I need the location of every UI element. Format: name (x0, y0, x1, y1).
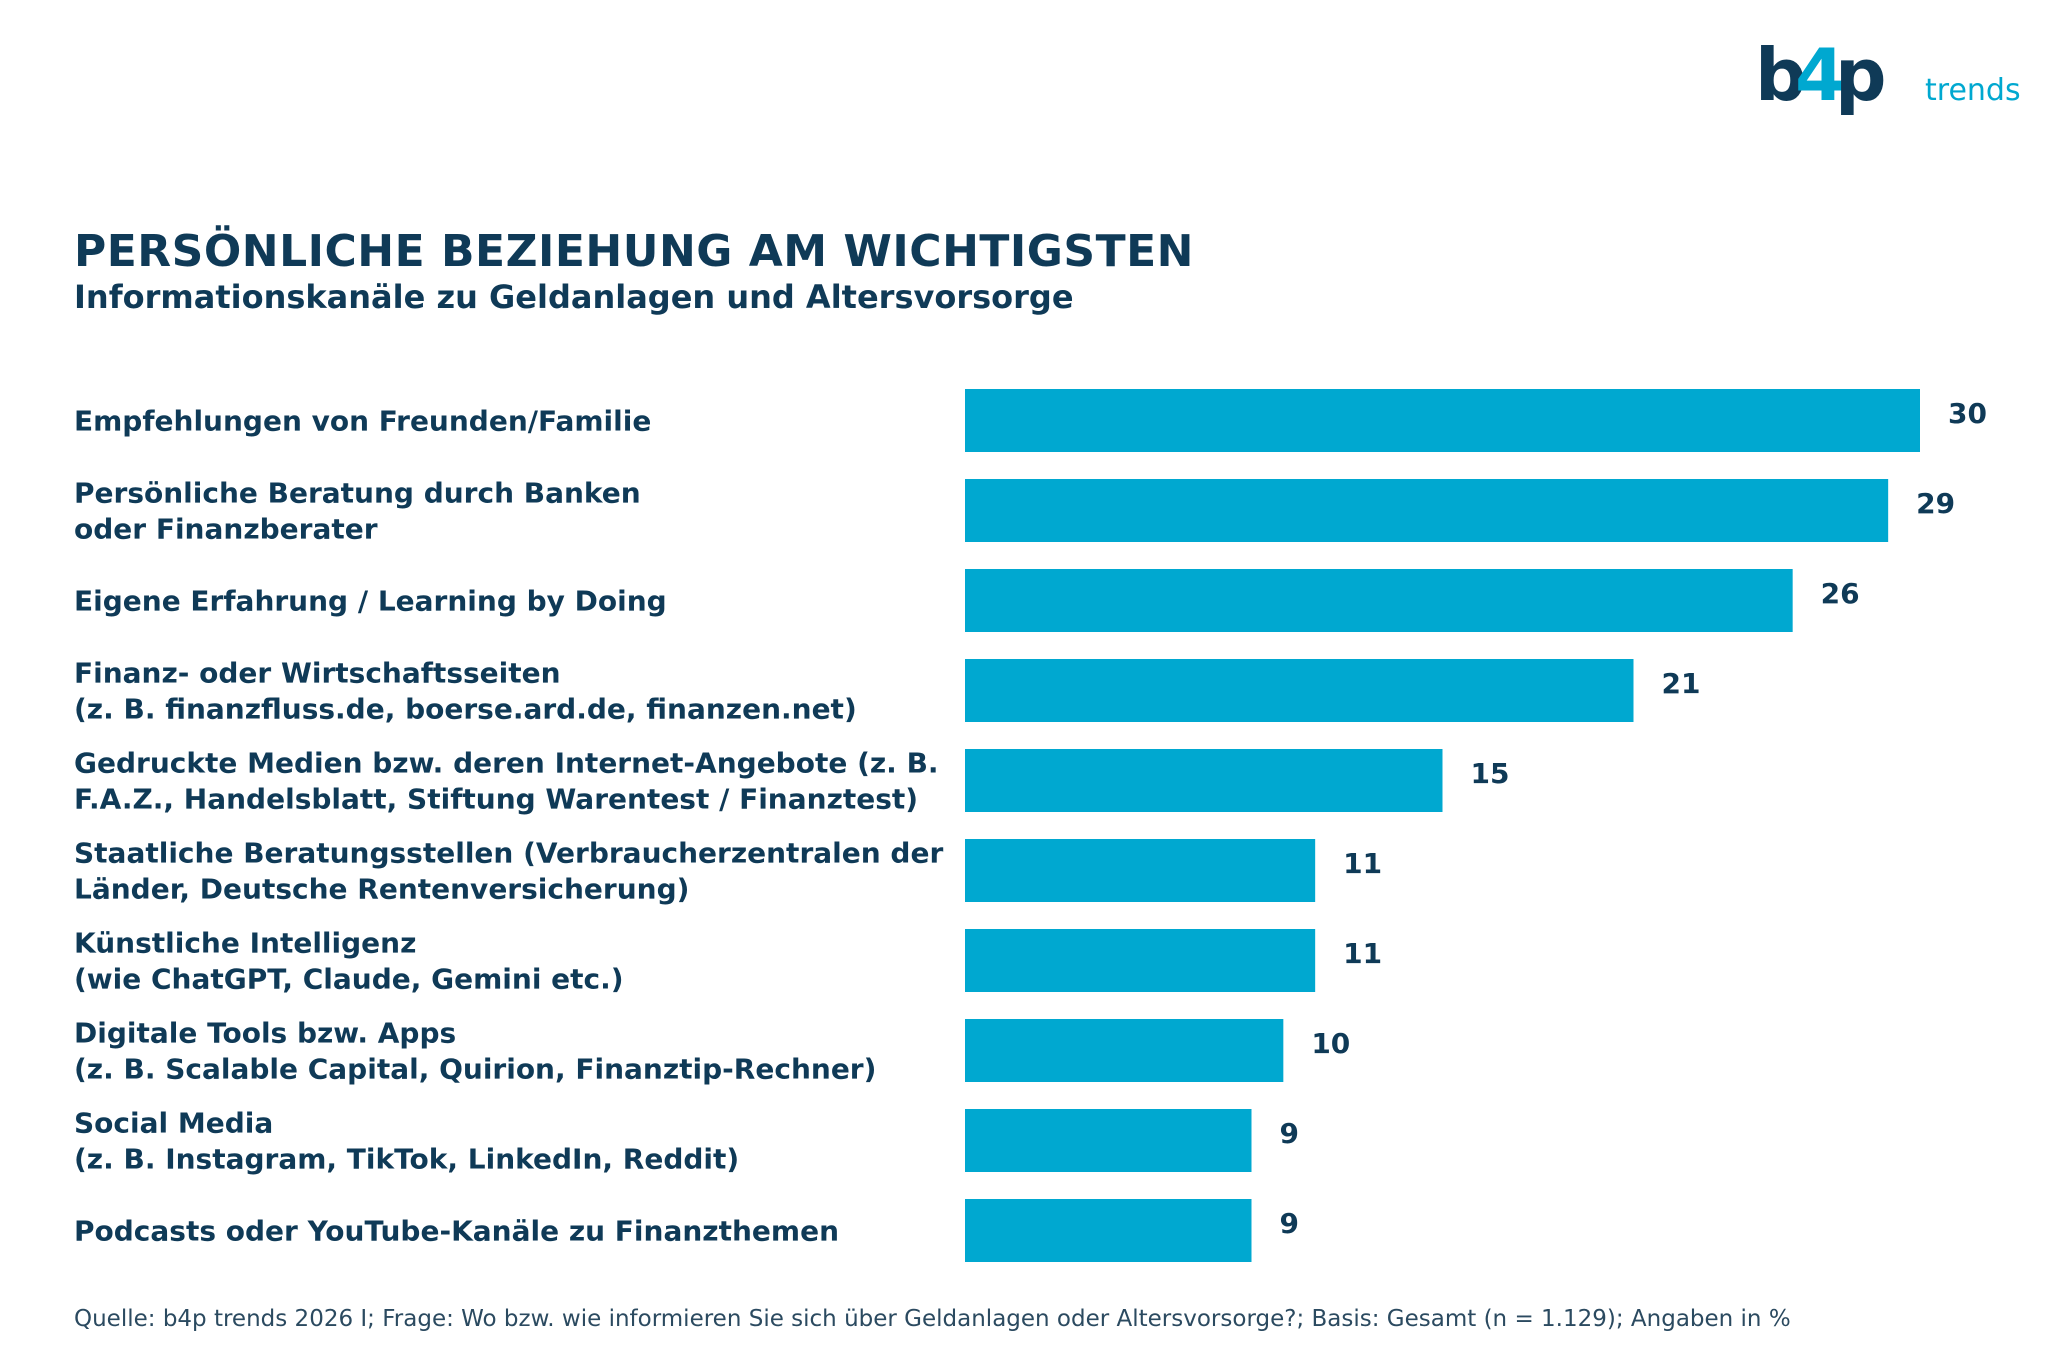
bar (965, 569, 1793, 632)
source-note: Quelle: b4p trends 2026 I; Frage: Wo bzw… (74, 1306, 1791, 1332)
data-label: 10 (1311, 1027, 1350, 1060)
data-label: 29 (1916, 487, 1955, 520)
data-label: 11 (1343, 937, 1382, 970)
data-label: 15 (1471, 757, 1510, 790)
data-label: 11 (1343, 847, 1382, 880)
category-label: Künstliche Intelligenz (74, 927, 416, 960)
chart-subtitle: Informationskanäle zu Geldanlagen und Al… (74, 278, 1074, 316)
category-label: Empfehlungen von Freunden/Familie (74, 405, 651, 438)
category-label: Podcasts oder YouTube-Kanäle zu Finanzth… (74, 1215, 839, 1248)
chart-title: PERSÖNLICHE BEZIEHUNG AM WICHTIGSTEN (74, 226, 1194, 277)
svg-text:trends: trends (1925, 73, 2021, 108)
data-label: 9 (1280, 1207, 1299, 1240)
category-label: Social Media (74, 1107, 273, 1140)
bar (965, 389, 1920, 452)
svg-text:p: p (1835, 38, 1887, 117)
category-label: F.A.Z., Handelsblatt, Stiftung Warentest… (74, 783, 918, 816)
b4p-trends-logo: b 4 p trends (1755, 38, 2021, 117)
category-label: (z. B. Scalable Capital, Quirion, Finanz… (74, 1053, 876, 1086)
category-label: (wie ChatGPT, Claude, Gemini etc.) (74, 963, 624, 996)
bar (965, 1019, 1284, 1082)
category-label: oder Finanzberater (74, 513, 378, 546)
svg-text:4: 4 (1795, 38, 1845, 117)
category-label: Finanz- oder Wirtschaftsseiten (74, 657, 561, 690)
bar (965, 659, 1634, 722)
category-label: (z. B. Instagram, TikTok, LinkedIn, Redd… (74, 1143, 739, 1176)
data-label: 21 (1662, 667, 1701, 700)
category-label: Gedruckte Medien bzw. deren Internet-Ang… (74, 747, 939, 780)
category-label: (z. B. finanzfluss.de, boerse.ard.de, fi… (74, 693, 857, 726)
category-label: Digitale Tools bzw. Apps (74, 1017, 456, 1050)
bar (965, 479, 1889, 542)
data-label: 30 (1948, 397, 1987, 430)
data-label: 26 (1821, 577, 1860, 610)
bar (965, 1109, 1252, 1172)
bar (965, 929, 1316, 992)
category-label: Staatliche Beratungsstellen (Verbraucher… (74, 837, 943, 870)
svg-text:b: b (1755, 38, 1804, 117)
category-label: Eigene Erfahrung / Learning by Doing (74, 585, 667, 618)
data-label: 9 (1280, 1117, 1299, 1150)
category-label: Persönliche Beratung durch Banken (74, 477, 641, 510)
bar (965, 839, 1316, 902)
bar (965, 1199, 1252, 1262)
bar (965, 749, 1443, 812)
category-label: Länder, Deutsche Rentenversicherung) (74, 873, 689, 906)
